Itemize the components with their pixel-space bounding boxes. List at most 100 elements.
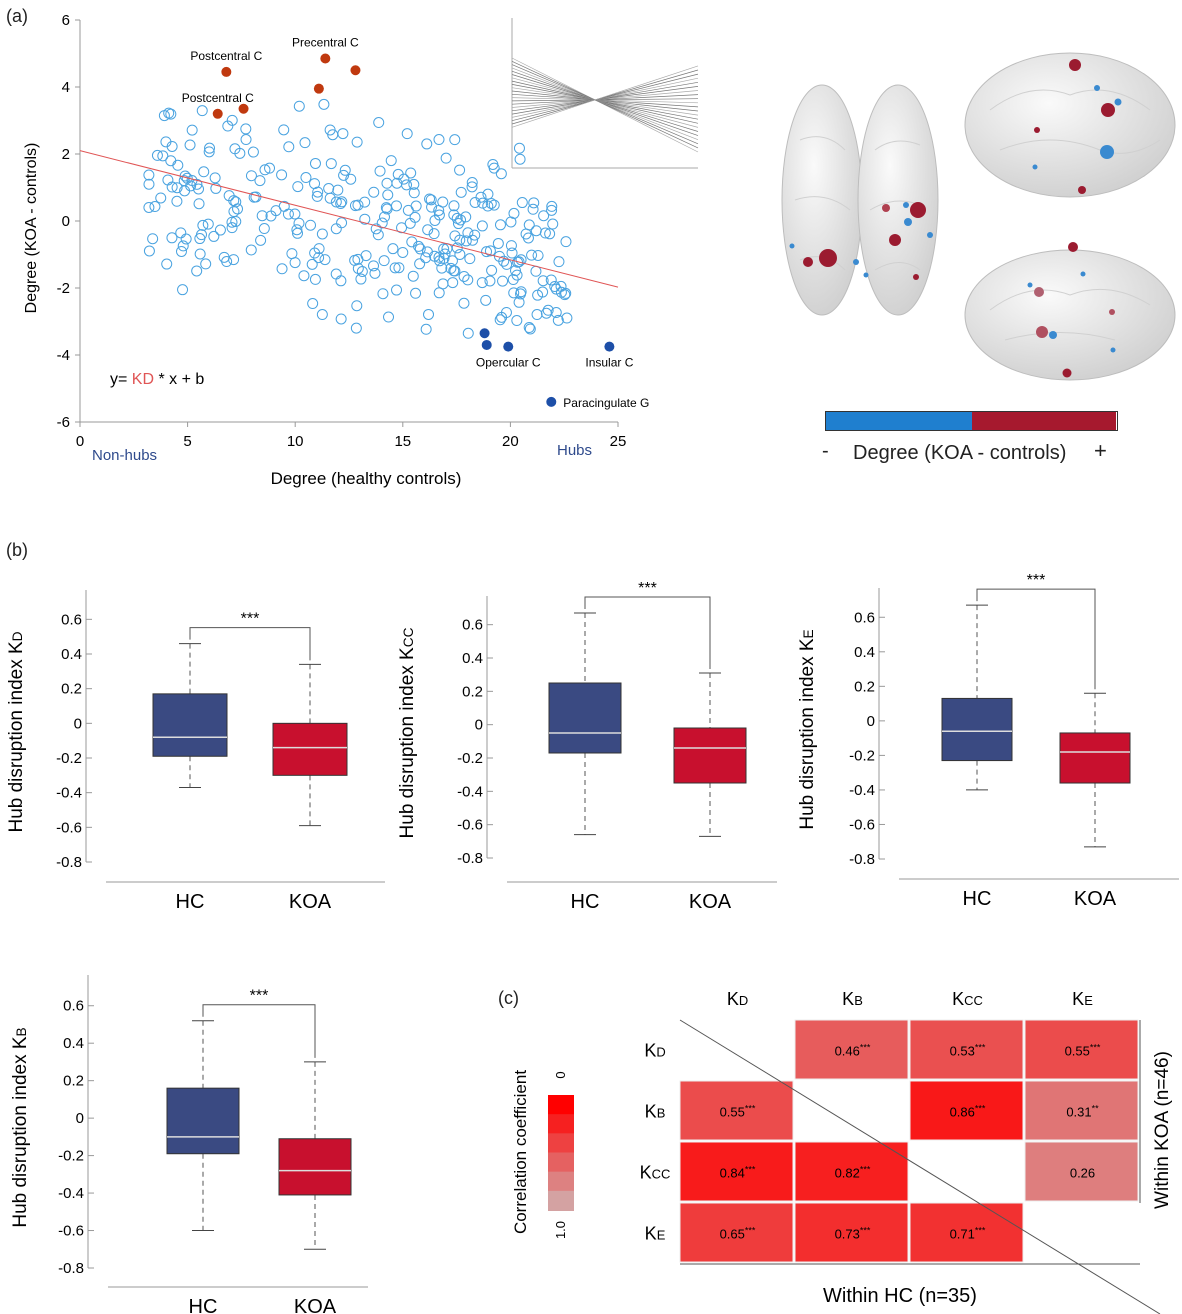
inset-line <box>511 67 699 141</box>
scatter-point <box>391 284 403 296</box>
scatter-point <box>336 217 348 229</box>
brain-top-view <box>781 84 939 316</box>
scatter-point <box>240 123 252 135</box>
x-tick-label: 20 <box>502 433 519 450</box>
box-hc <box>941 697 1013 762</box>
scatter-point <box>421 138 433 150</box>
scatter-point <box>433 209 445 221</box>
scatter-point <box>210 182 222 194</box>
scatter-point <box>455 186 467 198</box>
heatmap-cell <box>909 1202 1024 1263</box>
scatter-point <box>530 265 542 277</box>
scatter-point <box>542 304 554 316</box>
scatter-point <box>433 134 445 146</box>
region-label: Precentral C <box>292 36 359 50</box>
scatter-point <box>155 192 167 204</box>
inset-line <box>511 86 699 112</box>
column-label: KE <box>1072 989 1093 1009</box>
scatter-point <box>337 128 349 140</box>
scatter-point <box>300 172 312 184</box>
scatter-point <box>425 194 437 206</box>
scatter-point <box>161 258 173 270</box>
scatter-point <box>193 198 205 210</box>
box-koa <box>272 722 348 776</box>
scatter-point <box>524 323 536 335</box>
scatter-point <box>222 120 234 132</box>
y-tick-label: 0 <box>475 717 483 734</box>
inset-line <box>511 77 699 128</box>
scatter-point <box>151 149 163 161</box>
heatmap-cell <box>794 1019 909 1080</box>
box-hc <box>166 1087 240 1155</box>
positive-hub-point <box>212 108 223 119</box>
scatter-point <box>523 322 535 334</box>
diagonal-line <box>679 1019 1161 1314</box>
y-tick-label: 0.6 <box>854 609 875 626</box>
scatter-point <box>232 203 244 215</box>
scatter-point <box>193 183 205 195</box>
brain-medial-view <box>964 249 1176 381</box>
scatter-point <box>397 246 409 258</box>
scatter-point <box>162 174 174 186</box>
brain-legend-minus: - <box>822 440 829 462</box>
scatter-point <box>445 262 457 274</box>
scatter-point <box>143 201 155 213</box>
category-label: KOA <box>1074 888 1117 910</box>
inset-line <box>511 98 699 102</box>
scatter-point <box>258 223 270 235</box>
scatter-point <box>208 230 220 242</box>
scatter-point <box>143 245 155 257</box>
scatter-point <box>370 223 382 235</box>
scatter-point <box>506 247 518 259</box>
scatter-point <box>378 255 390 267</box>
negative-hub-point <box>604 341 615 352</box>
significance-stars: *** <box>1027 572 1046 589</box>
scatter-point <box>422 224 434 236</box>
scatter-point <box>293 100 305 112</box>
scatter-point <box>374 165 386 177</box>
scatter-point <box>381 177 393 189</box>
y-tick-label: 0 <box>74 715 82 732</box>
heatmap-cell <box>1024 1080 1139 1141</box>
inset-line <box>511 77 699 118</box>
region-label: Postcentral C <box>190 49 262 63</box>
positive-hub-point <box>238 103 249 114</box>
scatter-point <box>335 313 347 325</box>
scatter-point <box>299 137 311 149</box>
scatter-point <box>319 254 331 266</box>
panel-label-c: (c) <box>498 988 519 1008</box>
scatter-point <box>203 146 215 158</box>
brain-legend-plus: + <box>1094 438 1107 463</box>
scatter-point <box>178 175 190 187</box>
scatter-point <box>325 158 337 170</box>
colorbar-positive <box>972 412 1116 430</box>
heatmap-cell <box>679 1080 794 1141</box>
scatter-point <box>508 287 520 299</box>
y-tick-label: 0 <box>62 213 70 230</box>
scatter-point <box>480 294 492 306</box>
scatter-point <box>555 286 567 298</box>
cell-value: 0.46*** <box>835 1043 871 1059</box>
scatter-point <box>380 202 392 214</box>
scatter-point <box>408 178 420 190</box>
scatter-point <box>486 264 498 276</box>
scatter-point <box>421 246 433 258</box>
colorbar-step <box>548 1190 574 1211</box>
scatter-point <box>276 263 288 275</box>
colorbar-negative <box>826 412 972 430</box>
scatter-point <box>368 260 380 272</box>
scatter-point <box>410 200 422 212</box>
category-label: KOA <box>289 891 332 913</box>
scatter-point <box>501 258 513 270</box>
x-tick-label: 0 <box>76 433 84 450</box>
scatter-point <box>437 278 449 290</box>
scatter-point <box>436 262 448 274</box>
scatter-point <box>172 159 184 171</box>
inset-line <box>511 90 699 108</box>
scatter-point <box>158 110 170 122</box>
y-tick-label: 0.4 <box>462 650 483 667</box>
row-label: KD <box>644 1041 665 1061</box>
inset-line <box>511 74 699 132</box>
category-label: HC <box>571 891 600 913</box>
x-tick-label: 5 <box>183 433 191 450</box>
